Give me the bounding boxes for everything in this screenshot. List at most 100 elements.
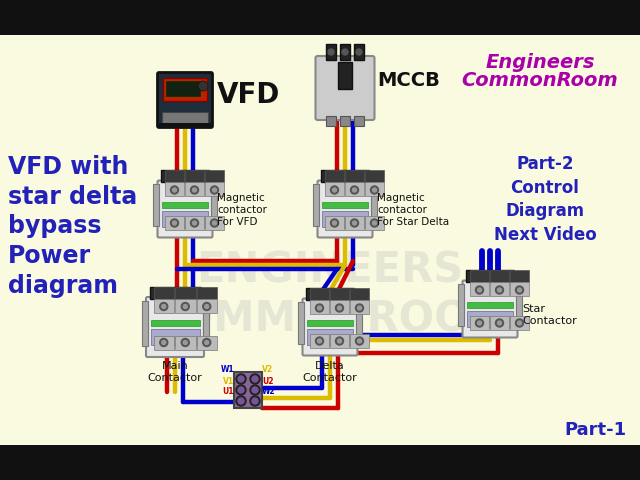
Bar (211, 184, 217, 226)
Circle shape (497, 321, 502, 325)
Circle shape (212, 188, 216, 192)
Circle shape (203, 338, 211, 347)
Circle shape (335, 337, 344, 345)
Circle shape (236, 385, 246, 395)
Circle shape (372, 221, 376, 225)
Bar (490, 270, 509, 282)
Bar (175, 336, 195, 349)
Bar (154, 287, 174, 299)
Bar (202, 300, 209, 346)
Bar (326, 44, 336, 60)
Circle shape (328, 49, 334, 55)
Bar (321, 170, 369, 182)
Bar (234, 372, 262, 408)
Bar (307, 320, 353, 326)
Bar (470, 282, 489, 296)
Circle shape (515, 319, 524, 327)
Bar (325, 182, 344, 196)
Bar (306, 288, 354, 300)
Circle shape (162, 304, 166, 309)
Circle shape (173, 221, 177, 225)
Bar (490, 316, 509, 330)
Circle shape (205, 304, 209, 309)
Bar (205, 182, 224, 196)
Circle shape (173, 188, 177, 192)
Bar (310, 288, 329, 300)
Bar (354, 116, 364, 126)
Circle shape (330, 186, 339, 194)
Bar (322, 211, 368, 227)
Circle shape (515, 286, 524, 294)
Circle shape (238, 376, 244, 382)
Bar (196, 299, 217, 312)
Bar (175, 287, 195, 299)
Bar (185, 182, 204, 196)
Text: Part-1: Part-1 (564, 421, 626, 439)
Circle shape (477, 321, 481, 325)
Circle shape (183, 340, 188, 345)
Circle shape (212, 221, 216, 225)
Bar (326, 116, 336, 126)
Circle shape (191, 219, 198, 227)
Circle shape (356, 49, 362, 55)
Bar (467, 302, 513, 308)
Bar (196, 336, 217, 349)
Circle shape (351, 186, 358, 194)
Bar (356, 302, 362, 344)
Text: V1: V1 (223, 376, 234, 385)
Circle shape (333, 188, 337, 192)
Bar (166, 81, 200, 96)
Bar (325, 170, 344, 182)
Bar (325, 216, 344, 230)
Circle shape (250, 374, 260, 384)
Bar (0, 0, 640, 35)
Circle shape (252, 376, 258, 382)
Circle shape (317, 339, 321, 343)
Bar (371, 184, 377, 226)
Bar (162, 211, 208, 227)
Circle shape (250, 385, 260, 395)
Text: W1: W1 (220, 365, 234, 374)
Circle shape (372, 188, 376, 192)
Bar (340, 44, 350, 60)
Circle shape (371, 186, 378, 194)
Circle shape (238, 398, 244, 404)
Bar (162, 202, 208, 208)
Circle shape (236, 374, 246, 384)
Bar (205, 216, 224, 230)
Circle shape (476, 319, 483, 327)
Bar (162, 112, 208, 123)
Bar (150, 329, 200, 345)
Bar (165, 216, 184, 230)
Circle shape (518, 288, 522, 292)
Circle shape (497, 288, 502, 292)
Circle shape (316, 304, 323, 312)
Circle shape (476, 286, 483, 294)
Circle shape (170, 186, 179, 194)
Bar (470, 316, 489, 330)
Text: Delta
Contactor: Delta Contactor (303, 361, 357, 383)
Circle shape (518, 321, 522, 325)
Circle shape (160, 338, 168, 347)
Text: MCCB: MCCB (377, 71, 440, 89)
Bar (350, 288, 369, 300)
Circle shape (203, 302, 211, 311)
Circle shape (181, 302, 189, 311)
Bar (345, 216, 364, 230)
Bar (365, 170, 384, 182)
Text: Main
Contactor: Main Contactor (148, 361, 202, 383)
Circle shape (495, 319, 504, 327)
Bar (516, 284, 522, 326)
Text: ENGINEERS
COMMONROOM: ENGINEERS COMMONROOM (148, 250, 512, 340)
Text: Star
Contactor: Star Contactor (522, 304, 577, 326)
Bar (154, 336, 174, 349)
Circle shape (162, 340, 166, 345)
Circle shape (351, 219, 358, 227)
Circle shape (337, 339, 342, 343)
Circle shape (317, 306, 321, 310)
Circle shape (181, 338, 189, 347)
Circle shape (193, 188, 196, 192)
Bar (154, 299, 174, 312)
Circle shape (238, 387, 244, 393)
Bar (196, 287, 217, 299)
